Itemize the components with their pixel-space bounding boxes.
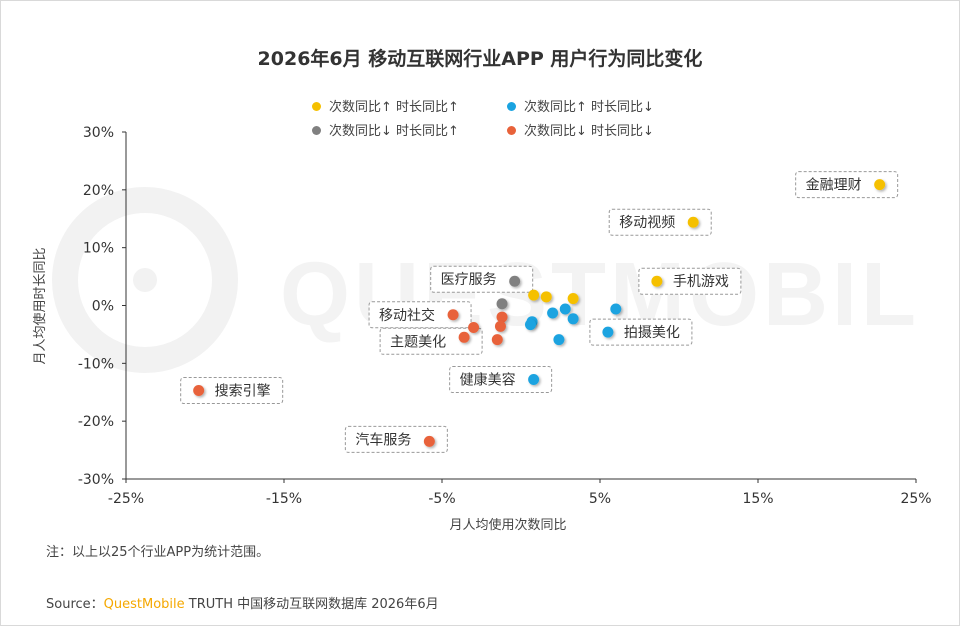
data-point — [567, 293, 579, 305]
data-point — [687, 216, 699, 228]
data-label: 健康美容 — [460, 372, 516, 389]
y-tick-label: 10% — [83, 241, 114, 257]
y-tick-label: 30% — [83, 125, 114, 141]
data-label-box — [368, 301, 472, 329]
data-label: 医疗服务 — [441, 272, 497, 288]
data-point — [458, 331, 470, 343]
data-point — [651, 275, 663, 287]
data-point — [602, 326, 614, 338]
legend-label: 次数同比↓ 时长同比↓ — [524, 124, 654, 139]
x-tick-label: -25% — [108, 491, 144, 507]
x-tick-label: -5% — [428, 491, 455, 507]
data-label-box — [180, 377, 284, 405]
data-point — [447, 309, 459, 321]
source-line: Source：QuestMobile TRUTH 中国移动互联网数据库 2026… — [46, 593, 439, 612]
legend-item: 次数同比↑ 时长同比↓ — [507, 96, 654, 115]
legend-dot-icon — [312, 102, 321, 111]
legend-label: 次数同比↑ 时长同比↓ — [524, 100, 654, 115]
data-point — [528, 374, 540, 386]
y-tick-label: 20% — [83, 183, 114, 199]
data-label-box — [589, 318, 693, 346]
data-label: 拍摄美化 — [624, 325, 680, 341]
data-label: 搜索引擎 — [215, 383, 271, 400]
data-point — [610, 303, 622, 315]
data-point — [524, 319, 536, 331]
footnote: 注：以上以25个行业APP为统计范围。 — [46, 545, 270, 560]
data-point — [540, 291, 552, 303]
data-label-box — [379, 327, 483, 355]
data-point — [509, 275, 521, 287]
x-tick-label: 15% — [742, 491, 773, 507]
x-axis-title: 月人均使用次数同比 — [449, 517, 566, 533]
data-point — [874, 179, 886, 191]
data-label-box — [430, 265, 534, 293]
source-brand: QuestMobile — [103, 597, 185, 612]
data-point — [528, 289, 540, 301]
data-label-box — [344, 425, 448, 453]
y-tick-label: -30% — [78, 472, 114, 488]
data-point — [496, 311, 508, 323]
data-point — [567, 313, 579, 325]
data-point — [496, 298, 508, 310]
y-tick-label: 0% — [92, 299, 114, 315]
data-label: 主题美化 — [390, 334, 446, 350]
source-suffix: TRUTH 中国移动互联网数据库 2026年6月 — [184, 597, 439, 612]
legend-dot-icon — [507, 102, 516, 111]
legend-dot-icon — [312, 126, 321, 135]
data-label: 金融理财 — [806, 178, 862, 194]
x-tick-label: 25% — [900, 491, 931, 507]
data-point — [491, 334, 503, 346]
data-point — [559, 303, 571, 315]
legend-label: 次数同比↑ 时长同比↑ — [329, 100, 459, 115]
data-label-box — [795, 171, 899, 199]
data-label: 手机游戏 — [673, 274, 729, 290]
x-tick-label: 5% — [589, 491, 611, 507]
y-tick-label: -20% — [78, 414, 114, 430]
y-tick-label: -10% — [78, 356, 114, 372]
data-label: 移动社交 — [379, 307, 435, 324]
data-label-box — [638, 267, 742, 295]
data-label-box — [608, 208, 712, 236]
x-tick-label: -15% — [266, 491, 302, 507]
data-label: 汽车服务 — [355, 431, 411, 448]
legend-item: 次数同比↑ 时长同比↑ — [312, 96, 459, 115]
data-point — [553, 334, 565, 346]
data-label: 移动视频 — [619, 215, 675, 231]
chart-title: 2026年6月 移动互联网行业APP 用户行为同比变化 — [257, 48, 703, 70]
legend-item: 次数同比↓ 时长同比↑ — [312, 120, 459, 139]
legend-item: 次数同比↓ 时长同比↓ — [507, 120, 654, 139]
data-label-box — [449, 366, 553, 394]
legend-label: 次数同比↓ 时长同比↑ — [329, 124, 459, 139]
source-prefix: Source： — [46, 597, 104, 612]
data-point — [423, 435, 435, 447]
legend-dot-icon — [507, 126, 516, 135]
y-axis-title: 月人均使用时长同比 — [32, 247, 48, 364]
data-point — [193, 385, 205, 397]
data-point — [547, 307, 559, 319]
data-point — [494, 320, 506, 332]
data-point — [468, 321, 480, 333]
